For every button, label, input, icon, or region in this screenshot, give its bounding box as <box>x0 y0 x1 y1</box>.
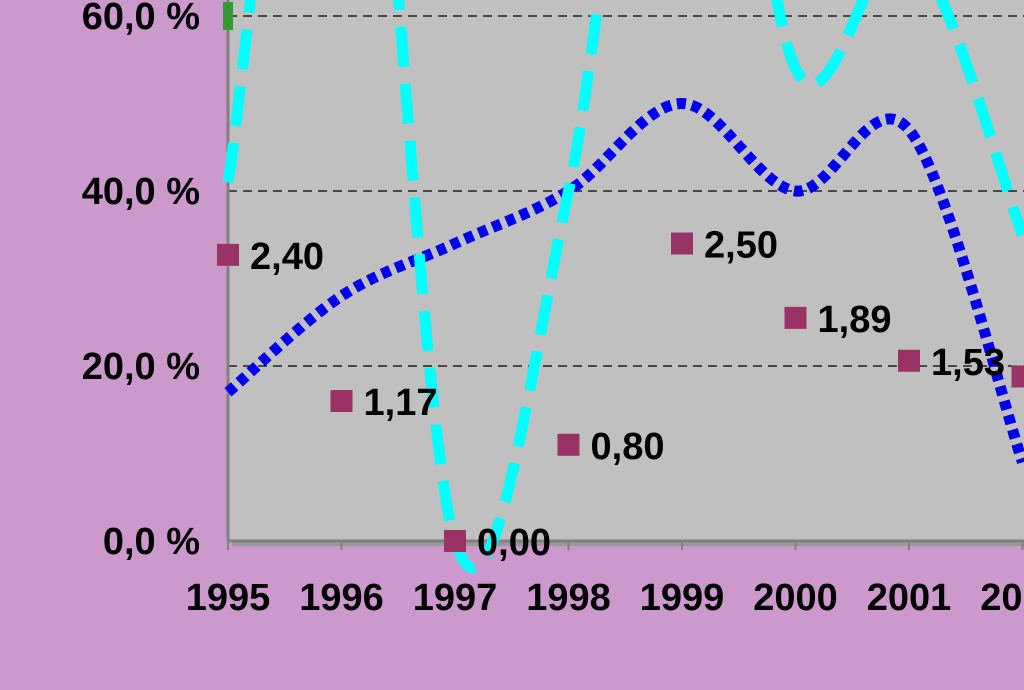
data-label: 1,89 <box>818 299 892 341</box>
data-label: 1,17 <box>364 382 438 424</box>
x-tick-label: 1998 <box>526 577 611 619</box>
data-label: 2,40 <box>250 236 324 278</box>
x-tick-label: 1995 <box>186 577 271 619</box>
x-tick-label: 2002 <box>980 577 1024 619</box>
data-point-marker <box>1011 365 1024 388</box>
y-tick-label: 40,0 % <box>82 171 200 213</box>
data-point-marker <box>444 530 466 552</box>
data-point-marker <box>330 390 353 412</box>
y-tick-label: 20,0 % <box>82 346 200 388</box>
series-blue-dotted-line <box>224 97 1024 465</box>
x-tick-label: 1997 <box>413 577 498 619</box>
series-lines <box>222 0 1024 574</box>
y-tick-label: 0,0 % <box>103 521 200 563</box>
data-label: 0,00 <box>477 522 551 564</box>
data-point-marker <box>557 433 580 456</box>
x-tick-label: 1996 <box>299 577 384 619</box>
data-point-marker <box>217 243 239 266</box>
plot-area <box>228 0 1024 541</box>
y-tick-labels: 0,0 % 20,0 % 40,0 % 60,0 % <box>82 0 200 563</box>
data-label: 0,80 <box>591 426 665 468</box>
data-point-marker <box>898 349 920 372</box>
series-cyan-dashed-line <box>222 0 1024 574</box>
y-tick-label: 60,0 % <box>82 0 200 38</box>
data-point-marker <box>784 306 807 329</box>
data-label: 2,50 <box>704 225 778 267</box>
x-tick-label: 2001 <box>867 577 952 619</box>
data-point-marker <box>671 232 693 255</box>
series-green-marker <box>223 2 233 30</box>
gridlines <box>228 15 1024 367</box>
x-tick-labels: 1995 1996 1997 1998 1999 2000 2001 2002 <box>186 577 1024 619</box>
data-label: 1,53 <box>931 342 1005 384</box>
x-tick-label: 2000 <box>753 577 838 619</box>
series-markers: 2,40 1,17 0,00 0,80 2,50 1,89 1,53 <box>217 2 1024 564</box>
x-tick-label: 1999 <box>640 577 725 619</box>
